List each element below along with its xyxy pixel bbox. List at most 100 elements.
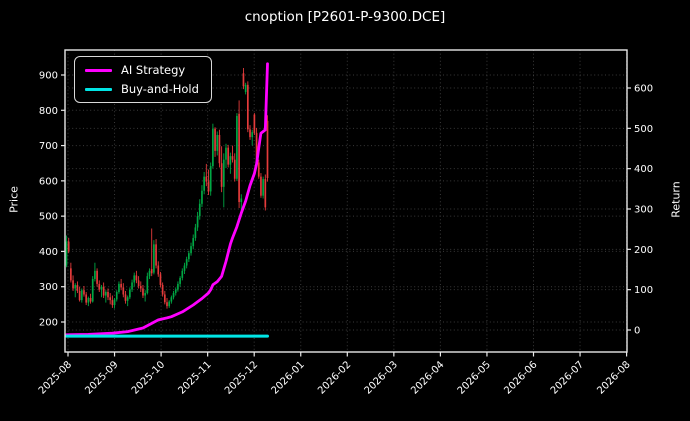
candle-body bbox=[161, 284, 164, 295]
legend-item-ai-strategy: AI Strategy bbox=[85, 63, 199, 77]
candle-body bbox=[262, 179, 264, 196]
candle-body bbox=[159, 274, 162, 285]
candle-body bbox=[109, 297, 112, 301]
candle-body bbox=[67, 241, 70, 252]
date-tick-label: 2026-05 bbox=[456, 359, 493, 396]
candle-body bbox=[72, 280, 74, 289]
candle-body bbox=[177, 283, 179, 290]
candle-body bbox=[168, 301, 171, 307]
candle-body bbox=[225, 147, 227, 160]
return-tick-label: 200 bbox=[634, 245, 653, 256]
ai-strategy-line-swatch bbox=[85, 68, 112, 72]
candle-body bbox=[229, 156, 232, 165]
y-axis-label-return: Return bbox=[669, 181, 683, 218]
plot-border bbox=[64, 49, 628, 353]
candle-body bbox=[244, 84, 247, 92]
candle-body bbox=[120, 283, 122, 288]
candle-body bbox=[157, 265, 160, 275]
candle-body bbox=[107, 292, 109, 298]
candle-body bbox=[155, 244, 157, 266]
candle-body bbox=[220, 163, 223, 187]
candle-body bbox=[111, 300, 114, 306]
return-tick-label: 400 bbox=[634, 164, 653, 175]
candle-body bbox=[102, 286, 105, 296]
candle-body bbox=[94, 270, 96, 279]
candle-body bbox=[100, 286, 103, 290]
date-tick-label: 2026-03 bbox=[363, 359, 400, 396]
candle-body bbox=[253, 114, 256, 133]
candle-body bbox=[266, 120, 269, 179]
gridlines bbox=[65, 50, 628, 352]
price-tick-label: 900 bbox=[39, 71, 58, 82]
candle-body bbox=[257, 162, 260, 177]
date-tick-label: 2026-06 bbox=[502, 359, 539, 396]
candle-body bbox=[214, 128, 216, 151]
date-tick-label: 2026-04 bbox=[409, 359, 446, 396]
axis-ticks-and-labels: 200 300 400 500 600 700 800 900 0 100 200 300 400 500… bbox=[37, 71, 653, 397]
legend-label-buy-and-hold: Buy-and-Hold bbox=[121, 82, 199, 96]
candle-body bbox=[126, 297, 129, 301]
price-tick-label: 200 bbox=[39, 318, 58, 329]
date-tick-label: 2026-07 bbox=[549, 359, 586, 396]
candle-body bbox=[115, 292, 118, 300]
price-tick-label: 500 bbox=[39, 212, 58, 223]
series-line-ai-strategy bbox=[65, 62, 269, 337]
candle-body bbox=[203, 176, 205, 191]
candle-body bbox=[198, 203, 201, 217]
candle-body bbox=[118, 283, 120, 293]
date-tick-label: 2025-10 bbox=[130, 359, 167, 396]
candle-body bbox=[192, 238, 195, 247]
series bbox=[65, 62, 269, 337]
candle-body bbox=[135, 275, 138, 281]
candlesticks bbox=[65, 67, 269, 309]
price-tick-label: 300 bbox=[39, 282, 58, 293]
candle-body bbox=[129, 289, 131, 298]
candle-body bbox=[240, 198, 243, 203]
candle-body bbox=[183, 265, 186, 271]
candle-body bbox=[91, 278, 94, 302]
candle-body bbox=[216, 134, 219, 151]
candle-body bbox=[207, 181, 210, 192]
candle-body bbox=[242, 73, 245, 87]
candle-body bbox=[85, 294, 88, 303]
date-tick-label: 2025-11 bbox=[176, 359, 213, 396]
candle-body bbox=[196, 216, 199, 228]
candle-body bbox=[65, 241, 68, 266]
candle-body bbox=[209, 166, 212, 192]
legend-label-ai-strategy: AI Strategy bbox=[121, 63, 186, 77]
candle-body bbox=[236, 115, 238, 179]
candle-body bbox=[187, 253, 190, 260]
candle-body bbox=[205, 176, 208, 182]
candle-body bbox=[104, 292, 107, 296]
candle-body bbox=[83, 290, 85, 295]
candle-body bbox=[251, 132, 254, 138]
price-tick-label: 800 bbox=[39, 106, 58, 117]
return-tick-label: 0 bbox=[634, 326, 640, 337]
legend-item-buy-and-hold: Buy-and-Hold bbox=[85, 82, 199, 96]
return-tick-label: 600 bbox=[634, 84, 653, 95]
candle-body bbox=[201, 190, 203, 204]
candle-body bbox=[264, 179, 267, 208]
legend: AI Strategy Buy-and-Hold bbox=[74, 56, 212, 103]
candle-body bbox=[185, 259, 188, 266]
candle-body bbox=[163, 294, 166, 303]
candle-body bbox=[89, 298, 92, 302]
candle-body bbox=[190, 246, 192, 254]
buy-and-hold-line-swatch bbox=[85, 87, 112, 91]
candle-body bbox=[146, 276, 149, 294]
y-axis-label-price: Price bbox=[7, 186, 21, 213]
candle-body bbox=[174, 289, 177, 294]
candle-body bbox=[231, 156, 234, 160]
price-tick-label: 600 bbox=[39, 176, 58, 187]
candle-body bbox=[238, 113, 240, 203]
candle-body bbox=[137, 280, 140, 287]
candle-body bbox=[78, 290, 81, 301]
candle-body bbox=[166, 302, 168, 307]
chart-title: cnoption [P2601-P-9300.DCE] bbox=[244, 9, 446, 25]
candle-body bbox=[260, 176, 262, 196]
candle-body bbox=[131, 282, 133, 290]
candle-body bbox=[181, 270, 184, 278]
candle-body bbox=[80, 290, 83, 301]
candle-body bbox=[172, 293, 175, 298]
candle-body bbox=[133, 275, 136, 283]
